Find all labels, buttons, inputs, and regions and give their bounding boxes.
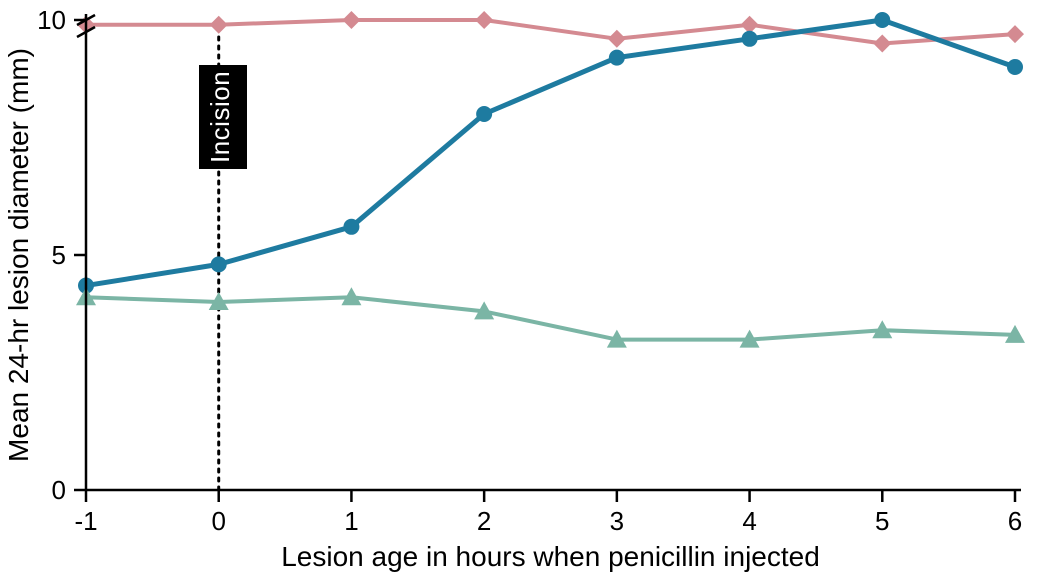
x-tick-label: -1 xyxy=(74,506,97,536)
series-blue-circle-marker xyxy=(742,31,758,47)
series-blue-circle-marker xyxy=(609,50,625,66)
series-blue-circle-marker xyxy=(211,256,227,272)
x-tick-label: 0 xyxy=(211,506,225,536)
x-tick-label: 6 xyxy=(1008,506,1022,536)
series-blue-circle-marker xyxy=(1007,59,1023,75)
x-tick-label: 5 xyxy=(875,506,889,536)
x-tick-label: 2 xyxy=(477,506,491,536)
series-blue-circle-marker xyxy=(343,219,359,235)
y-tick-label: 0 xyxy=(52,475,66,505)
series-blue-circle-marker xyxy=(874,12,890,28)
series-blue-circle-marker xyxy=(476,106,492,122)
x-tick-label: 3 xyxy=(610,506,624,536)
y-tick-label: 10 xyxy=(37,5,66,35)
lesion-chart: -1 0 1 2 3 4 5 6 0 5 10 Lesion age in hours when pe… xyxy=(0,0,1039,575)
chart-container: -1 0 1 2 3 4 5 6 0 5 10 Lesion age in hours when pe… xyxy=(0,0,1039,575)
x-axis-label: Lesion age in hours when penicillin inje… xyxy=(281,541,820,572)
y-axis-label: Mean 24-hr lesion diameter (mm) xyxy=(3,48,34,462)
x-tick-label: 1 xyxy=(344,506,358,536)
incision-label: Incision xyxy=(199,65,247,169)
y-tick-label: 5 xyxy=(52,240,66,270)
x-tick-label: 4 xyxy=(742,506,756,536)
